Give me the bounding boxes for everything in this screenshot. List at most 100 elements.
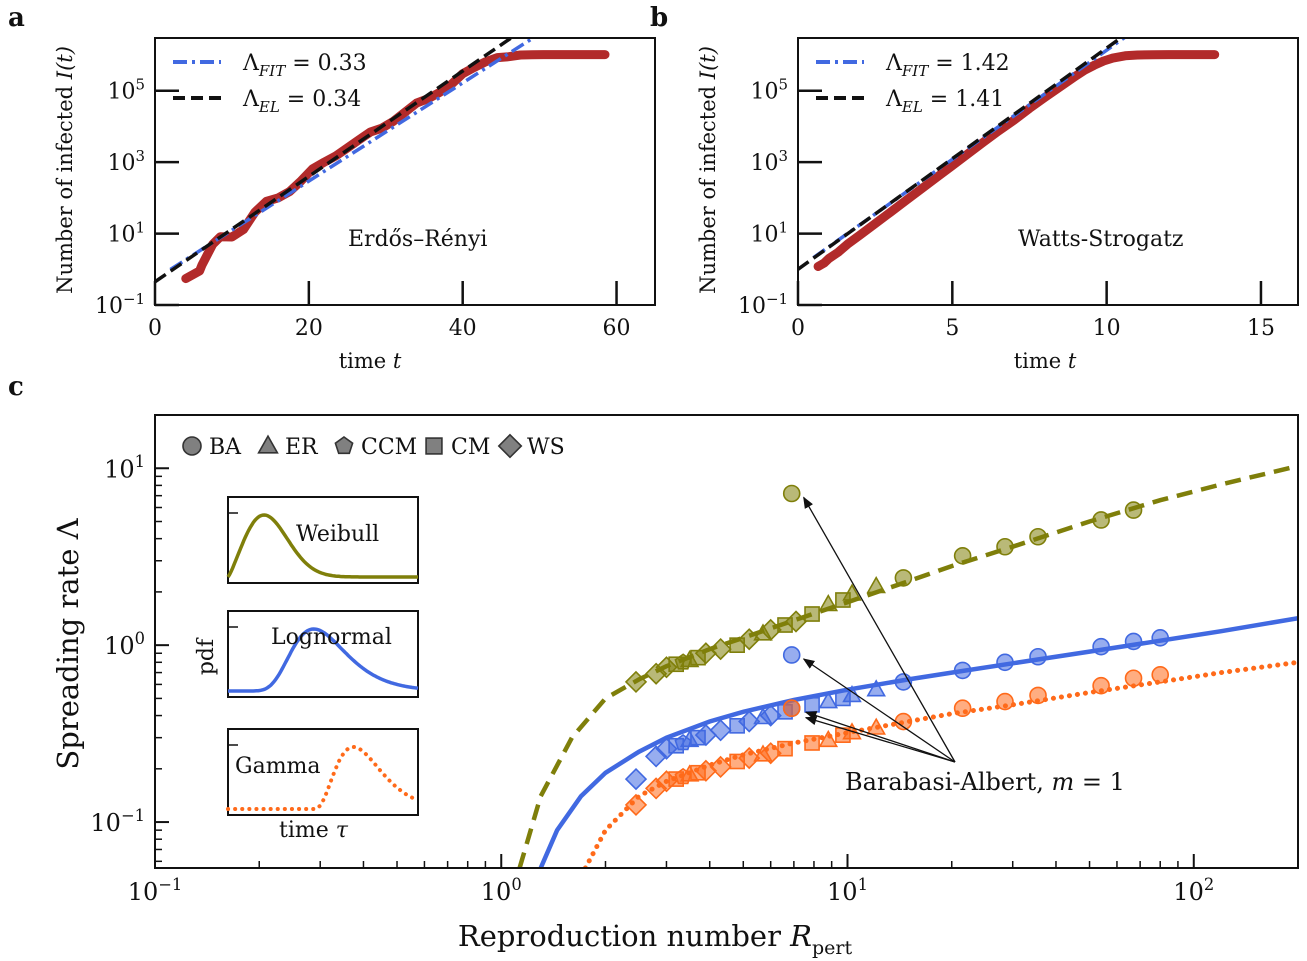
el-line	[155, 38, 515, 284]
panel-c-ylabel: Spreading rate Λ	[51, 517, 85, 769]
gamma-circle-point	[1029, 686, 1047, 705]
legend-label: ΛEL = 1.41	[885, 87, 1004, 116]
plot-area	[798, 38, 1220, 271]
weibull-circle-point	[1092, 511, 1110, 529]
weibull-fit-curve	[517, 463, 1298, 868]
legend-triangle-icon	[257, 434, 279, 454]
x-tick-label: 100	[481, 875, 522, 906]
panel-b-plot: Watts-Strogatz time t Number of infected…	[696, 37, 1299, 373]
panel-b-annotation: Watts-Strogatz	[1018, 227, 1184, 252]
gamma-circle-point	[1092, 676, 1110, 695]
y-tick-label: 101	[750, 218, 788, 247]
panel-letter-b: b	[650, 3, 668, 33]
legend-label: ΛFIT = 1.42	[885, 51, 1010, 80]
inset-ylabel: pdf	[194, 637, 219, 675]
legend-label-ccm: CCM	[361, 435, 417, 460]
inset-frame	[227, 496, 419, 584]
legend-circle-icon	[182, 436, 202, 456]
gamma-triangle-point	[818, 729, 839, 748]
inset-xlabel: time τ	[279, 818, 349, 843]
inset-curve	[226, 744, 420, 811]
panel-c-plot: Barabasi-Albert, m = 1 Reproduction numb…	[51, 414, 1299, 959]
y-tick-label: 10−1	[95, 290, 145, 319]
lognormal-circle-point	[1092, 637, 1110, 656]
gamma-circle-point	[996, 692, 1014, 711]
y-tick-label: 10−1	[738, 290, 788, 319]
el-line	[798, 38, 1124, 271]
x-tick-label: 101	[827, 875, 868, 906]
y-tick-label: 101	[104, 452, 145, 483]
gamma-circle-point	[953, 699, 972, 718]
annotation-arrow	[804, 716, 956, 763]
inset-curve	[228, 627, 419, 693]
weibull-diamond-point	[624, 670, 648, 694]
x-tick-label: 10−1	[128, 875, 183, 906]
x-tick-label: 10	[1093, 316, 1121, 341]
lognormal-square-point	[804, 696, 820, 713]
y-tick-label: 10−1	[90, 806, 145, 837]
gamma-triangle-point	[866, 717, 886, 735]
lognormal-circle-point	[782, 646, 801, 664]
inset-label: Weibull	[296, 522, 379, 547]
legend-label-ba: BA	[209, 435, 242, 460]
fit-line	[169, 38, 537, 271]
gamma-diamond-point	[709, 755, 732, 779]
x-tick-label: 20	[295, 316, 323, 341]
lognormal-circle-point	[953, 661, 972, 680]
weibull-triangle-point	[842, 583, 862, 601]
panel-c-annotation: Barabasi-Albert, m = 1	[845, 768, 1125, 796]
legend-label: ΛFIT = 0.33	[242, 51, 367, 80]
panel-a-xlabel: time t	[339, 349, 402, 373]
inset-lognormal: Lognormal	[227, 610, 419, 698]
lognormal-circle-point	[1151, 629, 1170, 647]
gamma-diamond-point	[738, 746, 761, 770]
panel-a-annotation: Erdős–Rényi	[348, 227, 487, 252]
gamma-diamond-point	[624, 793, 648, 817]
inset-weibull: Weibull	[226, 496, 419, 584]
lognormal-circle-point	[1029, 647, 1047, 666]
weibull-circle-point	[894, 569, 913, 587]
axes-frame	[797, 37, 1299, 306]
weibull-circle-point	[953, 546, 972, 565]
weibull-square-point	[804, 606, 820, 622]
x-tick-label: 0	[148, 316, 162, 341]
panel-a-ylabel: Number of infected I(t)	[53, 46, 77, 294]
panel-a-plot: Erdős–Rényi time t Number of infected I(…	[53, 37, 656, 373]
legend-label-ws: WS	[527, 435, 565, 460]
inset-label: Gamma	[235, 754, 321, 779]
gamma-circle-point	[1151, 665, 1170, 684]
annotation-arrow	[803, 496, 956, 763]
panel-letter-c: c	[8, 372, 24, 402]
panel-letter-a: a	[8, 3, 25, 33]
x-tick-label: 102	[1173, 875, 1214, 906]
x-tick-label: 5	[945, 316, 959, 341]
x-tick-label: 0	[791, 316, 805, 341]
legend-label: ΛEL = 0.34	[242, 87, 361, 116]
axes-frame	[154, 414, 1299, 869]
x-tick-label: 15	[1247, 316, 1275, 341]
y-tick-label: 100	[104, 629, 145, 660]
inset-gamma: Gamma	[226, 728, 420, 816]
lognormal-diamond-point	[709, 719, 732, 742]
annotation-arrow	[804, 711, 956, 763]
plot-area	[517, 463, 1298, 868]
gamma-square-point	[804, 735, 820, 751]
weibull-circle-point	[782, 484, 801, 503]
panel-c-xlabel: Reproduction number Rpert	[458, 919, 853, 959]
y-tick-label: 103	[750, 147, 788, 176]
weibull-diamond-point	[784, 610, 808, 633]
inset-curve	[226, 513, 418, 579]
gamma-square-point	[777, 740, 793, 757]
gamma-circle-point	[1124, 669, 1143, 688]
lognormal-diamond-point	[624, 767, 648, 791]
panel-b-ylabel: Number of infected I(t)	[696, 46, 720, 294]
y-tick-label: 105	[107, 76, 145, 105]
x-tick-label: 60	[603, 316, 631, 341]
inset-frame	[227, 610, 419, 698]
gamma-circle-point	[782, 699, 801, 718]
weibull-diamond-point	[738, 628, 761, 651]
plot-area	[155, 38, 610, 284]
y-tick-label: 103	[107, 147, 145, 176]
simulation-series-line	[813, 50, 1220, 271]
